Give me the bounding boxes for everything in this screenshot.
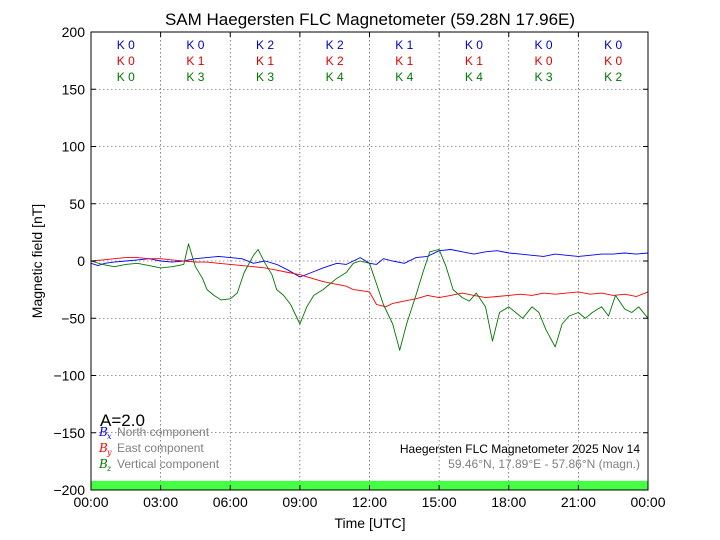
y-tick-label: 150 bbox=[62, 81, 86, 97]
x-tick-label: 00:00 bbox=[630, 494, 665, 510]
k-index-vertical: K 3 bbox=[535, 70, 553, 84]
k-index-east: K 2 bbox=[326, 54, 344, 68]
y-axis-label: Magnetic field [nT] bbox=[29, 204, 45, 318]
legend-label: East component bbox=[117, 441, 204, 455]
series-line-north bbox=[90, 249, 649, 278]
y-tick-label: 0 bbox=[77, 253, 85, 269]
legend-symbol: B bbox=[98, 425, 108, 439]
x-tick-label: 06:00 bbox=[213, 494, 248, 510]
k-index-vertical: K 4 bbox=[395, 70, 413, 84]
k-index-east: K 1 bbox=[465, 54, 483, 68]
legend-symbol: B bbox=[98, 441, 108, 455]
chart-title: SAM Haegersten FLC Magnetometer (59.28N … bbox=[165, 10, 575, 29]
k-index-east: K 1 bbox=[256, 54, 274, 68]
k-index-north: K 2 bbox=[256, 38, 274, 52]
y-tick-label: −100 bbox=[53, 368, 85, 384]
k-index-east: K 1 bbox=[395, 54, 413, 68]
x-tick-label: 03:00 bbox=[143, 494, 178, 510]
k-index-north: K 0 bbox=[117, 38, 135, 52]
y-tick-label: −50 bbox=[61, 310, 85, 326]
legend-subscript: x bbox=[107, 432, 112, 441]
legend-symbol: B bbox=[98, 457, 108, 471]
k-index-east: K 0 bbox=[535, 54, 553, 68]
k-index-north: K 0 bbox=[465, 38, 483, 52]
y-tick-label: −200 bbox=[53, 482, 85, 498]
k-index-north: K 0 bbox=[535, 38, 553, 52]
y-tick-label: 200 bbox=[62, 24, 86, 40]
k-index-north: K 0 bbox=[604, 38, 622, 52]
k-index-north: K 2 bbox=[326, 38, 344, 52]
k-index-north: K 0 bbox=[186, 38, 204, 52]
k-index-vertical: K 3 bbox=[186, 70, 204, 84]
station-info-title: Haegersten FLC Magnetometer 2025 Nov 14 bbox=[400, 442, 640, 456]
x-tick-label: 09:00 bbox=[282, 494, 317, 510]
series-line-east bbox=[90, 257, 649, 308]
y-tick-label: −150 bbox=[53, 425, 85, 441]
k-index-vertical: K 3 bbox=[256, 70, 274, 84]
legend-label: Vertical component bbox=[117, 457, 220, 471]
k-index-east: K 0 bbox=[117, 54, 135, 68]
station-info-coordinates: 59.46°N, 17.89°E - 57.86°N (magn.) bbox=[448, 457, 640, 471]
legend-label: North component bbox=[117, 425, 210, 439]
k-index-vertical: K 4 bbox=[465, 70, 483, 84]
series-lines bbox=[90, 243, 649, 351]
k-index-vertical: K 4 bbox=[326, 70, 344, 84]
axis-ticks: 00:00 03:00 06:00 09:00 12:00 15:00 18:00 21:00… bbox=[53, 24, 665, 510]
y-tick-label: 100 bbox=[62, 139, 86, 155]
a-index-label: A=2.0 bbox=[100, 411, 145, 430]
x-tick-label: 12:00 bbox=[352, 494, 387, 510]
x-axis-label: Time [UTC] bbox=[334, 515, 405, 531]
series-line-vertical bbox=[90, 243, 649, 351]
x-tick-label: 18:00 bbox=[491, 494, 526, 510]
legend-subscript: z bbox=[106, 464, 112, 473]
x-tick-label: 21:00 bbox=[561, 494, 596, 510]
k-index-vertical: K 2 bbox=[604, 70, 622, 84]
k-index-table: K 0 K 0 K 2 K 2 K 1 K 0 K 0 K 0 K 0 K 1 K 1 K 2 K 1 K… bbox=[117, 38, 623, 84]
legend-subscript: y bbox=[106, 448, 112, 457]
k-index-east: K 1 bbox=[186, 54, 204, 68]
k-index-east: K 0 bbox=[604, 54, 622, 68]
x-tick-label: 15:00 bbox=[422, 494, 457, 510]
y-tick-label: 50 bbox=[69, 196, 85, 212]
k-index-vertical: K 0 bbox=[117, 70, 135, 84]
k-index-north: K 1 bbox=[395, 38, 413, 52]
x-tick-label: 00:00 bbox=[73, 494, 108, 510]
